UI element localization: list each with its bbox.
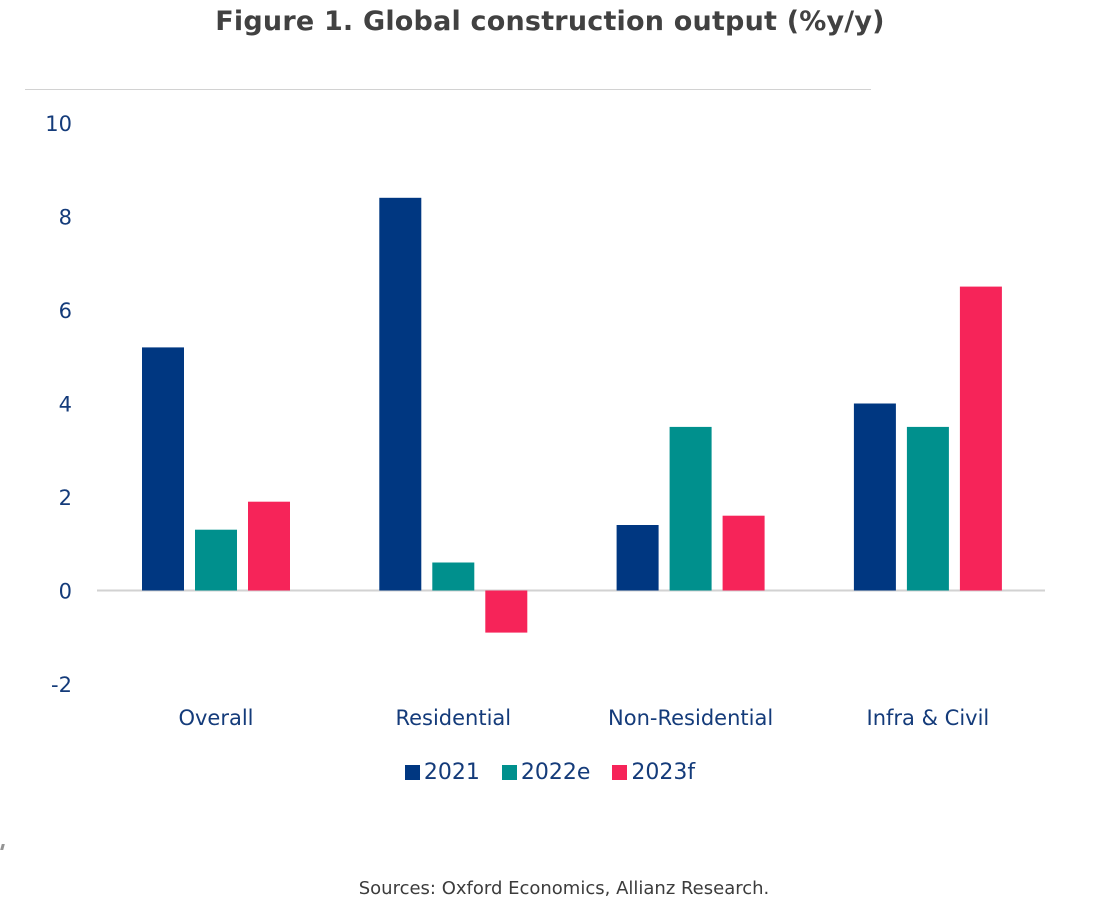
bars xyxy=(142,197,1002,633)
y-tick-label: 2 xyxy=(59,486,72,510)
chart-title: Figure 1. Global construction output (%y… xyxy=(215,6,885,37)
y-tick-label: 4 xyxy=(59,393,72,417)
legend-item-2023f: 2023f xyxy=(612,760,695,785)
x-category-label: Non-Residential xyxy=(608,706,773,730)
legend-item-2021: 2021 xyxy=(404,760,480,785)
bar-overall-2023f xyxy=(248,501,290,591)
legend-label-2022e: 2022e xyxy=(520,760,591,785)
legend-swatch-2022e xyxy=(501,765,517,780)
bar-chart: -2 0 2 4 6 8 10 Overall Residential Non-Resident… xyxy=(45,112,1045,730)
legend-item-2022e: 2022e xyxy=(501,760,591,785)
bar-residential-2022e xyxy=(432,562,475,591)
y-tick-label: -2 xyxy=(51,673,72,697)
y-tick-label: 0 xyxy=(59,580,72,604)
x-axis: Overall Residential Non-Residential Infra &… xyxy=(178,706,989,730)
legend-label-2023f: 2023f xyxy=(631,760,696,785)
bar-overall-2021 xyxy=(142,347,184,591)
legend-swatch-2023f xyxy=(612,765,628,780)
bar-overall-2022e xyxy=(195,529,237,591)
legend-label-2021: 2021 xyxy=(423,760,480,785)
title-divider xyxy=(25,89,871,90)
x-category-label: Residential xyxy=(395,706,511,730)
x-category-label: Infra & Civil xyxy=(867,706,990,730)
bar-infra-civil-2022e xyxy=(906,426,949,591)
bar-residential-2021 xyxy=(379,197,422,591)
y-tick-label: 10 xyxy=(45,112,72,136)
bar-infra-civil-2021 xyxy=(853,403,896,591)
bar-non-residential-2021 xyxy=(616,525,659,591)
legend: 2021 2022e 2023f xyxy=(0,760,1100,785)
bar-non-residential-2022e xyxy=(669,426,712,591)
stray-mark xyxy=(0,844,5,850)
bar-infra-civil-2023f xyxy=(959,286,1002,591)
y-axis: -2 0 2 4 6 8 10 xyxy=(45,112,72,697)
legend-swatch-2021 xyxy=(404,765,420,780)
bar-residential-2023f xyxy=(485,590,528,633)
bar-non-residential-2023f xyxy=(722,515,765,591)
source-note: Sources: Oxford Economics, Allianz Resea… xyxy=(358,878,770,899)
x-category-label: Overall xyxy=(178,706,253,730)
y-tick-label: 6 xyxy=(59,299,72,323)
y-tick-label: 8 xyxy=(59,206,72,230)
